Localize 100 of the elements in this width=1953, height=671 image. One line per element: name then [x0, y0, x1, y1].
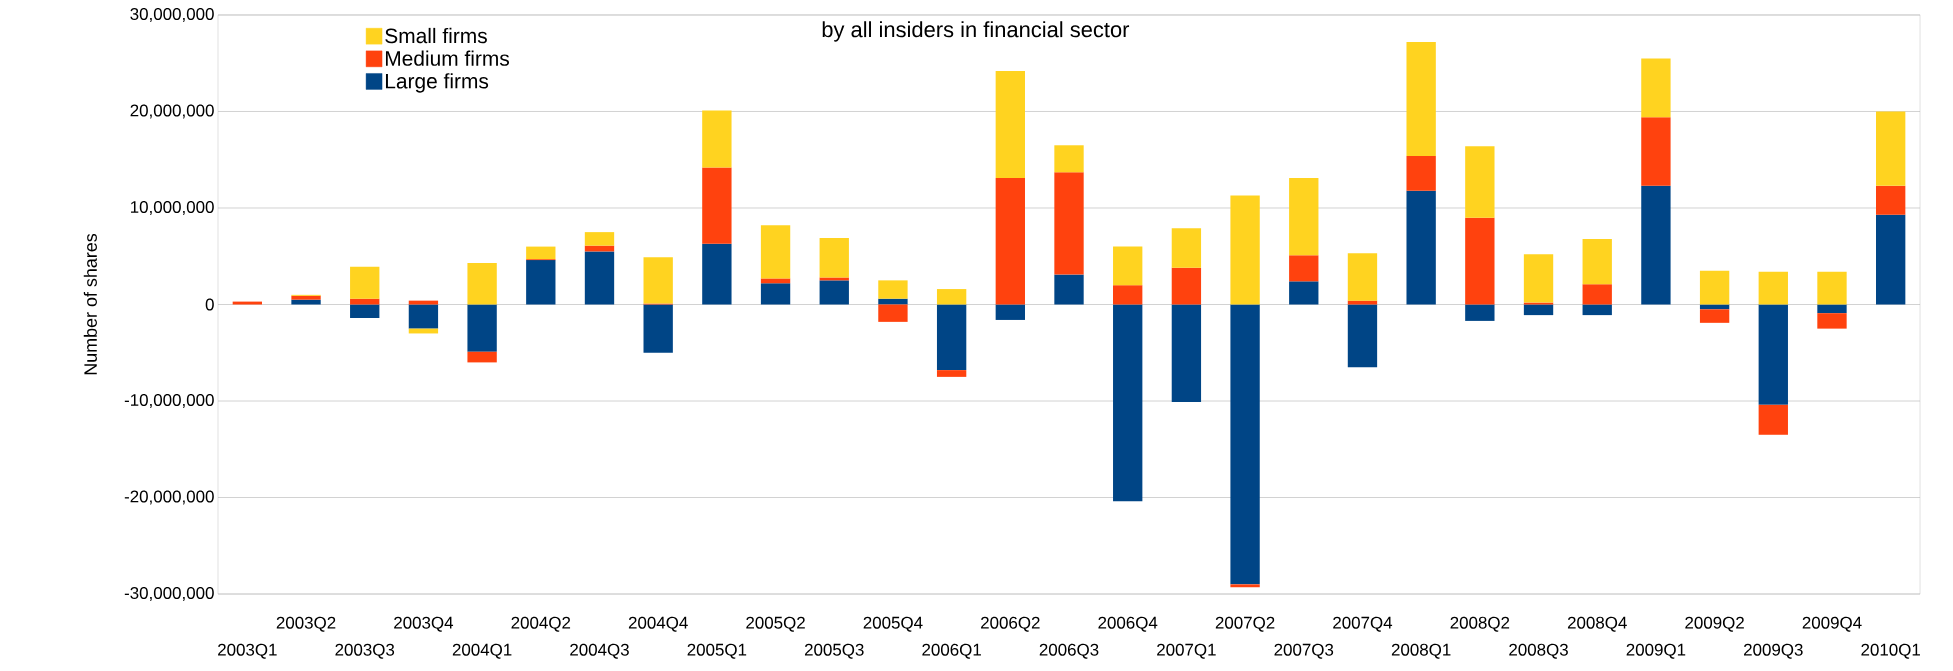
bar — [819, 237, 849, 278]
bar — [1641, 58, 1671, 118]
y-tick-label: 10,000,000 — [131, 201, 214, 215]
x-tick-label: 2006Q4 — [1098, 616, 1158, 632]
bar — [1523, 254, 1554, 303]
bar — [526, 260, 556, 305]
x-tick-label: 2009Q2 — [1685, 616, 1744, 632]
bar — [1230, 304, 1260, 585]
bar — [1230, 195, 1260, 305]
bar — [1347, 300, 1378, 305]
bar — [467, 351, 497, 363]
y-axis-title: Number of shares — [83, 233, 97, 375]
bar — [878, 304, 908, 322]
x-tick-label: 2007Q3 — [1274, 643, 1334, 659]
x-tick-label: 2005Q1 — [687, 643, 747, 659]
x-tick-label: 2003Q2 — [276, 616, 336, 632]
y-tick-label: 20,000,000 — [130, 104, 214, 119]
bar — [1171, 304, 1202, 402]
bar — [878, 280, 908, 299]
bar — [1289, 255, 1319, 282]
bar — [995, 70, 1025, 179]
bar — [878, 298, 908, 305]
bar — [1876, 214, 1906, 305]
bar — [1758, 404, 1788, 435]
x-tick-label: 2003Q4 — [394, 616, 454, 632]
bar — [1817, 271, 1847, 305]
bar — [995, 178, 1025, 305]
x-tick-label: 2006Q2 — [981, 616, 1040, 632]
bar — [819, 280, 849, 305]
y-tick-label: 30,000,000 — [130, 8, 214, 22]
bar — [408, 300, 439, 305]
chart-title: by all insiders in financial sector — [822, 21, 1130, 42]
bar — [467, 304, 497, 352]
bar — [1171, 228, 1202, 268]
bar — [1113, 285, 1143, 305]
x-tick-label: 2004Q2 — [511, 616, 571, 632]
bar — [1699, 270, 1730, 305]
bar — [584, 232, 615, 246]
bar — [1347, 304, 1378, 368]
bar — [291, 295, 321, 300]
bar — [1289, 178, 1319, 256]
x-tick-label: 2009Q3 — [1744, 643, 1803, 659]
bar — [643, 257, 673, 304]
bar — [936, 289, 967, 305]
bar — [1054, 145, 1084, 173]
bar — [760, 278, 791, 284]
x-tick-label: 2004Q4 — [628, 616, 688, 632]
bar — [1641, 117, 1671, 186]
bar — [1230, 584, 1260, 588]
x-tick-label: 2005Q3 — [804, 643, 864, 659]
bar — [350, 304, 380, 319]
bar — [1582, 304, 1612, 316]
bar — [702, 243, 732, 305]
bar — [1113, 304, 1143, 502]
x-tick-label: 2009Q4 — [1802, 616, 1862, 632]
bar — [408, 304, 439, 329]
bar — [1758, 271, 1788, 305]
bar — [467, 263, 497, 305]
y-tick-label: -30,000,000 — [124, 587, 214, 601]
x-tick-label: 2010Q1 — [1861, 643, 1920, 659]
bar — [1817, 313, 1847, 329]
bar — [1582, 238, 1612, 285]
bar — [1465, 304, 1495, 321]
bar — [350, 266, 380, 299]
y-tick-label: -10,000,000 — [124, 394, 214, 408]
x-tick-label: 2003Q1 — [218, 643, 277, 659]
x-tick-label: 2007Q4 — [1333, 616, 1393, 632]
bar — [760, 225, 791, 279]
bar — [1758, 304, 1788, 405]
y-tick-label: 0 — [205, 298, 214, 311]
bar — [1289, 281, 1319, 305]
y-tick-label: -20,000,000 — [124, 490, 214, 505]
bar — [643, 304, 673, 353]
x-tick-label: 2004Q1 — [452, 643, 512, 659]
x-tick-label: 2004Q3 — [570, 643, 629, 659]
bar — [1641, 185, 1671, 305]
bar — [232, 301, 263, 305]
bar — [1523, 304, 1554, 316]
legend-label: Medium firms — [385, 50, 510, 66]
bar — [291, 299, 321, 305]
legend-label: Large firms — [385, 73, 489, 93]
bar — [1465, 217, 1495, 305]
x-tick-label: 2008Q4 — [1567, 616, 1627, 632]
bar — [702, 167, 732, 244]
bar — [1054, 172, 1084, 275]
x-tick-label: 2005Q2 — [746, 616, 805, 632]
x-tick-label: 2006Q1 — [922, 643, 981, 659]
bar — [1699, 309, 1730, 323]
bar — [1406, 155, 1436, 191]
x-tick-label: 2006Q3 — [1039, 643, 1099, 659]
bar — [1817, 304, 1847, 314]
bar — [936, 304, 967, 371]
x-tick-label: 2003Q3 — [335, 643, 395, 659]
bar — [1876, 185, 1906, 215]
legend-label: Small firms — [385, 27, 487, 44]
bar — [819, 277, 849, 281]
bar — [936, 370, 967, 377]
x-tick-label: 2005Q4 — [863, 616, 923, 632]
bar — [760, 283, 791, 305]
x-tick-label: 2007Q2 — [1215, 616, 1275, 632]
